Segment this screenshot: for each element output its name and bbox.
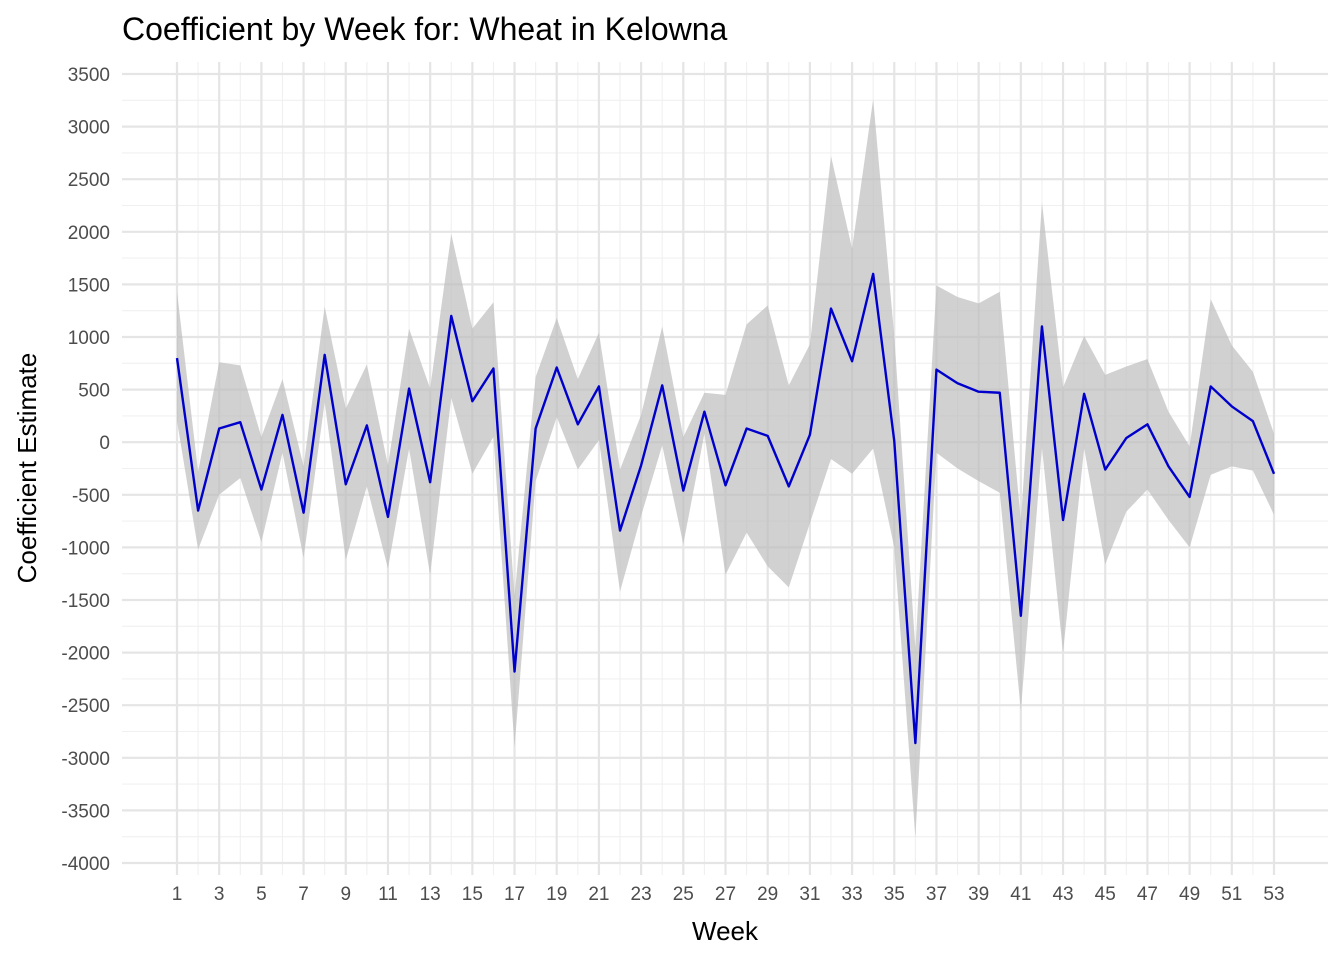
x-axis-title: Week	[692, 916, 759, 946]
x-tick-label: 45	[1095, 884, 1116, 905]
y-tick-label: 1500	[68, 275, 110, 296]
chart-title: Coefficient by Week for: Wheat in Kelown…	[122, 11, 728, 47]
x-tick-label: 43	[1052, 884, 1073, 905]
y-tick-label: 500	[78, 381, 110, 402]
x-tick-label: 47	[1137, 884, 1158, 905]
x-tick-label: 35	[884, 884, 905, 905]
x-tick-label: 41	[1010, 884, 1031, 905]
x-tick-label: 29	[757, 884, 778, 905]
y-tick-label: -3000	[61, 749, 110, 770]
y-tick-label: -3500	[61, 801, 110, 822]
x-tick-label: 33	[842, 884, 863, 905]
x-tick-label: 25	[673, 884, 694, 905]
x-tick-label: 3	[214, 884, 225, 905]
x-tick-label: 1	[172, 884, 183, 905]
x-tick-label: 7	[298, 884, 309, 905]
x-tick-label: 11	[378, 884, 398, 905]
x-tick-label: 21	[588, 884, 609, 905]
y-axis-title: Coefficient Estimate	[12, 353, 42, 584]
x-tick-label: 19	[546, 884, 567, 905]
x-tick-label: 17	[504, 884, 525, 905]
x-tick-label: 13	[420, 884, 441, 905]
x-tick-label: 51	[1221, 884, 1242, 905]
y-tick-label: 1000	[68, 328, 110, 349]
x-tick-label: 31	[799, 884, 820, 905]
y-tick-label: -2500	[61, 696, 110, 717]
x-tick-label: 5	[256, 884, 267, 905]
x-axis-tick-labels: 1 3 5 7 9 11 13 15 17 19 21 23 25 27 29 31 33 35 37 39 41 43 4…	[172, 884, 1285, 905]
y-tick-label: -4000	[61, 854, 110, 875]
y-tick-label: -500	[72, 486, 110, 507]
y-tick-label: 0	[99, 433, 110, 454]
coefficient-line	[175, 272, 1276, 745]
y-tick-label: 2000	[68, 223, 110, 244]
y-tick-label: 3500	[68, 65, 110, 86]
x-tick-label: 49	[1179, 884, 1200, 905]
y-tick-label: 3000	[68, 118, 110, 139]
x-tick-label: 9	[340, 884, 351, 905]
y-axis-tick-labels: -4000 -3500 -3000 -2500 -2000 -1500 -1000 -500 0…	[61, 65, 110, 875]
x-tick-label: 27	[715, 884, 736, 905]
y-tick-label: -1000	[61, 538, 110, 559]
x-tick-label: 53	[1263, 884, 1284, 905]
y-tick-label: -2000	[61, 644, 110, 665]
y-tick-label: 2500	[68, 170, 110, 191]
y-tick-label: -1500	[61, 591, 110, 612]
x-tick-label: 15	[462, 884, 483, 905]
x-tick-label: 23	[631, 884, 652, 905]
x-tick-label: 39	[968, 884, 989, 905]
confidence-band	[177, 99, 1274, 838]
x-tick-label: 37	[926, 884, 947, 905]
